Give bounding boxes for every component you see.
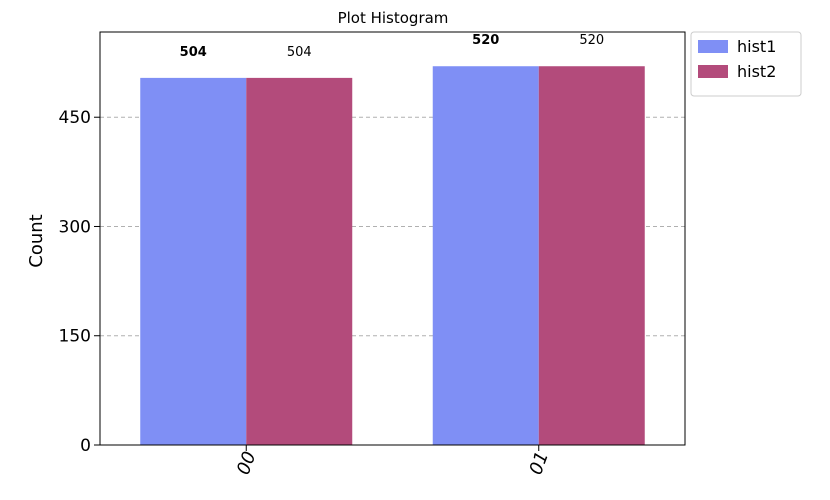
bars-group bbox=[140, 66, 645, 446]
y-axis-label: Count bbox=[26, 214, 47, 267]
plot-frame bbox=[99, 31, 686, 446]
bar-hist1-01 bbox=[432, 66, 539, 446]
bar-hist1-00 bbox=[140, 77, 247, 445]
bar-hist2-01 bbox=[538, 66, 645, 446]
data-label-hist1-00: 504 bbox=[180, 45, 207, 60]
data-label-hist1-01: 520 bbox=[472, 33, 499, 48]
legend-label-hist2: hist2 bbox=[737, 62, 776, 81]
y-tick-label-300: 300 bbox=[59, 217, 91, 237]
legend: hist1 hist2 bbox=[690, 31, 802, 97]
chart-title: Plot Histogram bbox=[338, 9, 449, 27]
bar-hist2-00 bbox=[246, 77, 353, 445]
legend-label-hist1: hist1 bbox=[737, 37, 776, 56]
y-tick-label-0: 0 bbox=[80, 436, 91, 456]
legend-swatch-hist2 bbox=[698, 65, 728, 78]
y-axis: 0 150 300 450 bbox=[59, 108, 100, 456]
legend-swatch-hist1 bbox=[698, 40, 728, 53]
data-label-hist2-00: 504 bbox=[287, 45, 312, 60]
y-tick-label-450: 450 bbox=[59, 108, 91, 128]
data-label-hist2-01: 520 bbox=[579, 33, 604, 48]
data-labels-group: 504 504 520 520 bbox=[180, 33, 604, 60]
y-tick-label-150: 150 bbox=[59, 327, 91, 347]
